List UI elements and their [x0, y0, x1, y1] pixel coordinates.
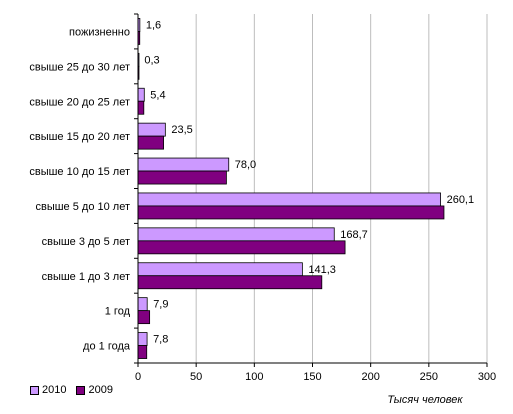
bar-2009 — [137, 275, 323, 290]
category-label: свыше 5 до 10 лет — [35, 201, 130, 213]
bar-2010 — [137, 262, 303, 277]
category-label: свыше 25 до 30 лет — [29, 61, 130, 73]
data-label: 78,0 — [235, 159, 256, 171]
x-tick-labels: 0 50 100 150 200 250 300 — [135, 371, 496, 383]
data-label: 168,7 — [340, 229, 368, 241]
x-tick-label: 100 — [245, 371, 263, 383]
data-label: 260,1 — [447, 194, 475, 206]
category-label: свыше 3 до 5 лет — [42, 236, 130, 248]
x-tick-label: 50 — [190, 371, 202, 383]
legend-label-2009: 2009 — [88, 384, 113, 396]
legend-item-2009: 2009 — [76, 384, 113, 396]
bar-2010 — [137, 297, 148, 312]
category-label: свыше 20 до 25 лет — [29, 96, 130, 108]
bar-2009 — [137, 170, 227, 185]
legend: 2010 2009 — [30, 384, 113, 396]
data-label: 1,6 — [146, 19, 161, 31]
x-tick-label: 200 — [361, 371, 379, 383]
bar-2010 — [137, 157, 230, 172]
category-label: свыше 15 до 20 лет — [29, 131, 130, 143]
category-label: до 1 года — [83, 341, 131, 353]
category-label: свыше 1 до 3 лет — [42, 271, 130, 283]
bar-2010 — [137, 227, 335, 242]
bar-2010 — [137, 192, 441, 207]
x-tick-label: 150 — [303, 371, 321, 383]
x-tick-label: 0 — [135, 371, 141, 383]
bars — [137, 18, 445, 359]
bar-2009 — [137, 135, 164, 150]
data-label: 5,4 — [150, 89, 165, 101]
data-label: 23,5 — [171, 124, 192, 136]
data-labels: 1,6 0,3 5,4 23,5 78,0 260,1 168,7 141,3 7,9 7,8 — [144, 19, 474, 345]
axes — [134, 13, 488, 367]
bar-2009 — [137, 100, 145, 115]
bar-2010 — [137, 332, 148, 346]
bar-2009 — [137, 345, 148, 359]
bar-2009 — [137, 240, 346, 255]
data-label: 7,9 — [153, 299, 168, 311]
category-label: пожизненно — [69, 26, 130, 38]
bar-2009 — [137, 205, 445, 220]
legend-swatch-2010 — [30, 385, 39, 395]
legend-item-2010: 2010 — [30, 384, 66, 396]
data-label: 7,8 — [153, 334, 168, 346]
data-label: 0,3 — [144, 54, 159, 66]
x-tick-label: 250 — [420, 371, 438, 383]
grid-lines — [195, 14, 488, 363]
x-axis-label: Тысяч человек — [387, 394, 463, 406]
category-label: свыше 10 до 15 лет — [29, 166, 130, 178]
legend-label-2010: 2010 — [42, 384, 67, 396]
category-labels: пожизненно свыше 25 до 30 лет свыше 20 до … — [29, 26, 131, 352]
bar-2010 — [137, 122, 166, 137]
bar-2009 — [137, 310, 151, 325]
data-label: 141,3 — [308, 264, 336, 276]
category-label: 1 год — [105, 306, 131, 318]
legend-swatch-2009 — [76, 385, 86, 395]
x-tick-label: 300 — [478, 371, 496, 383]
bar-2010 — [137, 87, 145, 102]
